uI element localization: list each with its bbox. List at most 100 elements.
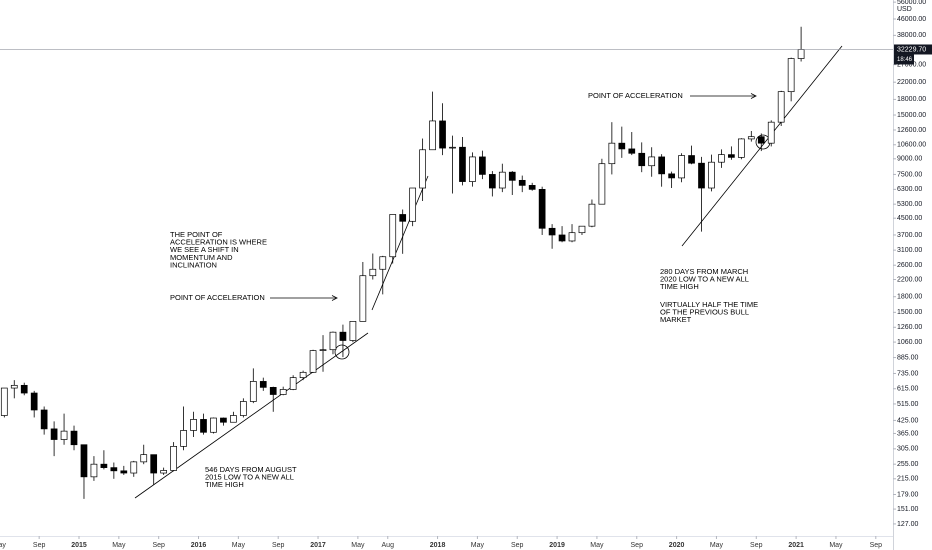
y-tick-label: 38000.00 [897, 32, 926, 39]
candle-body [50, 428, 58, 440]
last-price-label: 32229.70 [897, 46, 926, 53]
candle-body [319, 349, 327, 351]
x-tick-label: Sep [511, 542, 524, 549]
y-tick-label: 27000.00 [897, 61, 926, 68]
x-tick-label: May [471, 542, 485, 549]
candle-body [668, 173, 675, 179]
trend-line [371, 175, 429, 311]
candle-body [598, 163, 606, 205]
candle-body [558, 234, 566, 242]
candle-body [70, 430, 78, 446]
candle-body [110, 467, 118, 472]
candle-body [518, 179, 526, 186]
candle-body [130, 461, 138, 474]
candle-body [120, 470, 128, 474]
x-tick-label: Aug [382, 542, 395, 549]
candle-body [479, 156, 486, 175]
candle-body [30, 392, 38, 411]
arrow-head [331, 295, 338, 301]
candle-body [60, 430, 68, 440]
currency-label: USD [897, 6, 912, 13]
candle-body [757, 136, 765, 144]
x-tick-label: May [0, 542, 6, 549]
candle-body [40, 409, 48, 430]
candle-body [708, 161, 715, 189]
candle-body [638, 152, 646, 167]
y-tick-label: 179.00 [897, 491, 919, 498]
candle-body [339, 331, 347, 341]
candle-body [200, 419, 207, 433]
candle-body [299, 371, 307, 379]
candle-body [728, 154, 735, 158]
acceleration-circle [334, 344, 350, 360]
trend-line [681, 45, 843, 247]
y-tick-label: 305.00 [897, 446, 919, 453]
x-tick-label: May [112, 542, 126, 549]
y-tick-label: 9000.00 [897, 156, 922, 163]
candle-body [797, 49, 805, 59]
y-tick-label: 215.00 [897, 476, 919, 483]
candle-body [389, 214, 397, 258]
y-tick-label: 425.00 [897, 417, 919, 424]
y-tick-label: 22000.00 [897, 79, 926, 86]
y-tick-label: 10600.00 [897, 142, 926, 149]
candle-body [100, 463, 108, 468]
candle-body [419, 149, 426, 189]
y-tick-label: 6300.00 [897, 186, 922, 193]
y-tick-label: 56000.00 [897, 0, 926, 6]
y-tick-label: 1260.00 [897, 324, 922, 331]
candle-body [718, 154, 725, 163]
y-tick-label: 127.00 [897, 521, 919, 528]
candle-body [528, 185, 536, 190]
candle-body [249, 381, 257, 402]
y-tick-label: 7500.00 [897, 171, 922, 178]
candle-body [150, 454, 158, 474]
y-tick-label: 18000.00 [897, 96, 926, 103]
y-tick-label: 15000.00 [897, 112, 926, 119]
candle-body [648, 156, 656, 167]
x-tick-label: Sep [272, 542, 285, 549]
y-tick-label: 2600.00 [897, 262, 922, 269]
candle-body [359, 275, 367, 322]
candle-body [767, 121, 775, 144]
candle-body [20, 384, 28, 394]
y-tick-label: 2200.00 [897, 276, 922, 283]
annotation-text: POINT OF ACCELERATION [170, 293, 265, 302]
candle-body [409, 187, 417, 222]
annotation-text: 2020 LOW TO A NEW ALL [660, 275, 749, 284]
y-tick-label: 3700.00 [897, 232, 922, 239]
candle-body [140, 454, 148, 463]
x-tick-label: May [351, 542, 365, 549]
y-tick-label: 5300.00 [897, 201, 922, 208]
candle-body [688, 155, 695, 164]
annotation-text: 546 DAYS FROM AUGUST [205, 465, 297, 474]
annotation-text: WE SEE A SHIFT IN [170, 245, 239, 254]
annotation-text: 280 DAYS FROM MARCH [660, 267, 748, 276]
x-tick-label: May [710, 542, 724, 549]
candle-body [269, 387, 277, 395]
x-tick-label: Sep [152, 542, 165, 549]
candle-body [220, 417, 227, 423]
candle-body [588, 203, 596, 227]
candle-body [737, 138, 745, 158]
candle-body [469, 156, 476, 182]
candle-body [747, 136, 755, 140]
x-tick-label: 2017 [310, 542, 326, 549]
candle-body [498, 171, 506, 189]
y-tick-label: 615.00 [897, 386, 919, 393]
candle-body [170, 446, 177, 471]
y-tick-label: 1060.00 [897, 339, 922, 346]
candle-body [259, 381, 267, 388]
candle-body [508, 171, 516, 181]
y-tick-label: 885.00 [897, 354, 919, 361]
candle-body [658, 156, 666, 175]
x-tick-label: 2021 [788, 542, 804, 549]
candle-body [160, 470, 168, 474]
x-tick-label: May [232, 542, 246, 549]
annotation-text: 2015 LOW TO A NEW ALL [205, 473, 294, 482]
y-tick-label: 151.00 [897, 506, 919, 513]
annotation-text: ACCELERATION IS WHERE [170, 238, 267, 247]
x-tick-label: Sep [631, 542, 644, 549]
countdown-label: 18:46 [897, 57, 913, 63]
candle-body [429, 120, 436, 151]
